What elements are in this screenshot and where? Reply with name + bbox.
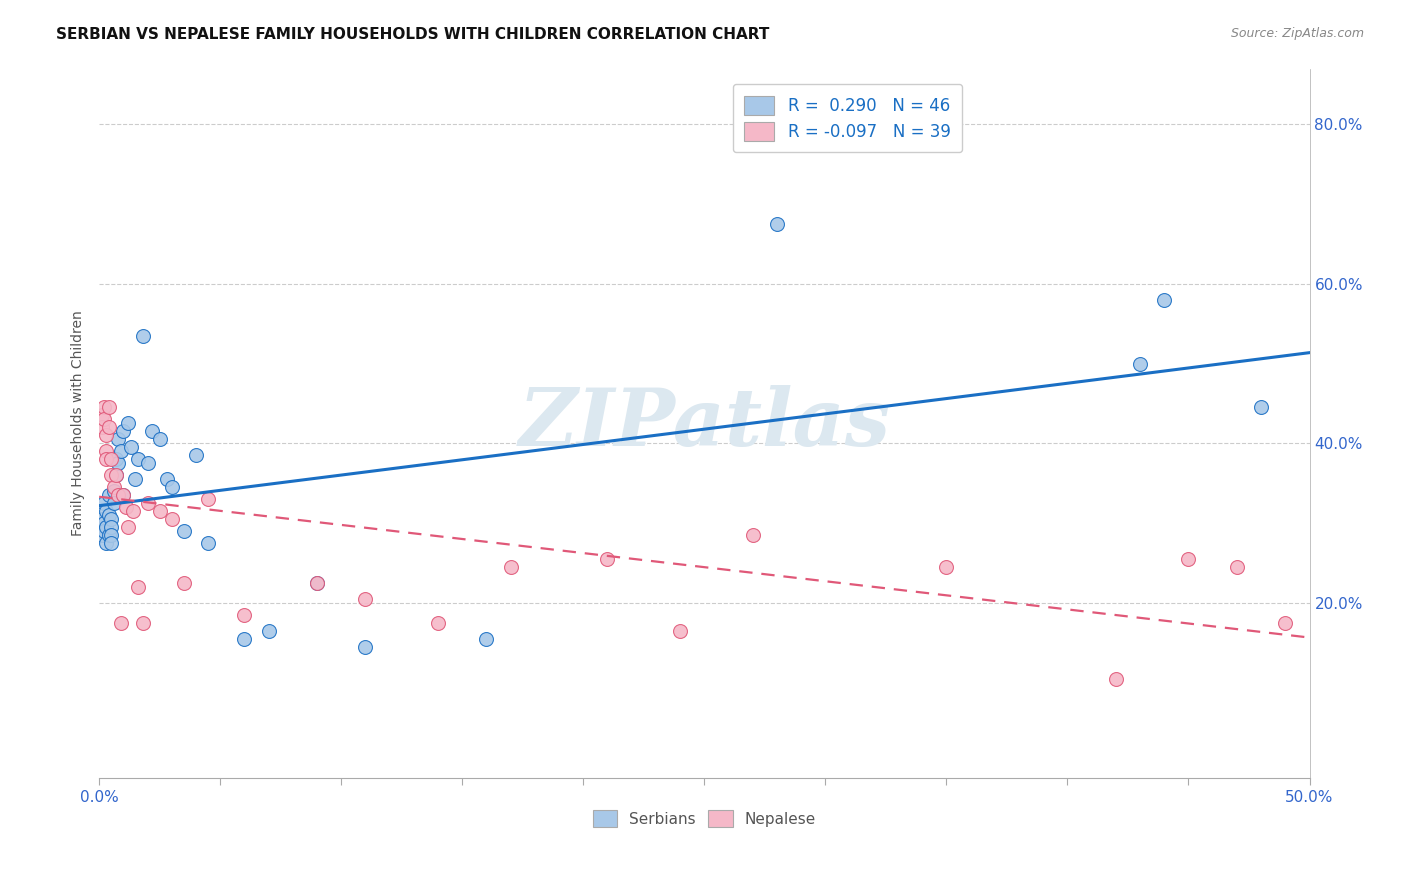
Point <box>184 448 207 462</box>
Point <box>935 560 957 574</box>
Point <box>110 444 132 458</box>
Text: Source: ZipAtlas.com: Source: ZipAtlas.com <box>1230 27 1364 40</box>
Point <box>354 640 377 654</box>
Point <box>1250 401 1272 415</box>
Point <box>93 524 115 538</box>
Point <box>475 632 498 646</box>
Point <box>96 536 118 550</box>
Point <box>136 456 159 470</box>
Point <box>112 488 135 502</box>
Point <box>127 580 149 594</box>
Point <box>233 607 256 622</box>
Point <box>93 496 115 510</box>
Point <box>156 472 179 486</box>
Point <box>97 401 120 415</box>
Point <box>160 480 183 494</box>
Text: SERBIAN VS NEPALESE FAMILY HOUSEHOLDS WITH CHILDREN CORRELATION CHART: SERBIAN VS NEPALESE FAMILY HOUSEHOLDS WI… <box>56 27 769 42</box>
Point <box>96 428 118 442</box>
Point <box>107 488 129 502</box>
Point <box>105 468 128 483</box>
Point <box>90 420 112 434</box>
Point <box>100 536 122 550</box>
Point <box>97 508 120 522</box>
Point <box>112 425 135 439</box>
Point <box>305 575 328 590</box>
Point <box>427 615 450 630</box>
Text: ZIPatlas: ZIPatlas <box>519 384 890 462</box>
Point <box>136 496 159 510</box>
Point <box>141 425 163 439</box>
Point <box>1226 560 1249 574</box>
Point <box>93 412 115 426</box>
Point <box>93 516 115 530</box>
Point <box>120 440 142 454</box>
Point <box>1105 672 1128 686</box>
Point <box>257 624 280 638</box>
Point <box>127 452 149 467</box>
Point <box>766 217 789 231</box>
Point <box>103 484 125 499</box>
Point <box>499 560 522 574</box>
Point <box>197 536 219 550</box>
Point <box>131 615 153 630</box>
Point <box>131 328 153 343</box>
Point <box>93 401 115 415</box>
Point <box>1274 615 1296 630</box>
Point <box>96 504 118 518</box>
Point <box>1129 357 1152 371</box>
Y-axis label: Family Households with Children: Family Households with Children <box>72 310 86 536</box>
Point <box>122 504 145 518</box>
Point <box>110 615 132 630</box>
Point <box>173 524 195 538</box>
Point <box>197 492 219 507</box>
Point <box>97 420 120 434</box>
Point <box>117 417 139 431</box>
Point <box>149 504 172 518</box>
Point <box>97 488 120 502</box>
Point <box>103 496 125 510</box>
Point <box>105 452 128 467</box>
Point <box>103 480 125 494</box>
Point <box>100 528 122 542</box>
Point <box>669 624 692 638</box>
Point <box>305 575 328 590</box>
Point <box>100 468 122 483</box>
Point <box>107 456 129 470</box>
Point <box>114 500 136 514</box>
Point <box>354 591 377 606</box>
Point <box>149 433 172 447</box>
Point <box>100 520 122 534</box>
Point <box>173 575 195 590</box>
Point <box>741 528 763 542</box>
Point <box>112 488 135 502</box>
Point <box>96 452 118 467</box>
Point <box>97 528 120 542</box>
Point <box>105 468 128 483</box>
Point <box>1153 293 1175 307</box>
Point <box>117 520 139 534</box>
Legend: Serbians, Nepalese: Serbians, Nepalese <box>585 803 824 834</box>
Point <box>90 528 112 542</box>
Point <box>124 472 146 486</box>
Point <box>100 512 122 526</box>
Point <box>90 512 112 526</box>
Point <box>100 452 122 467</box>
Point <box>107 433 129 447</box>
Point <box>160 512 183 526</box>
Point <box>90 409 112 423</box>
Point <box>96 520 118 534</box>
Point <box>96 444 118 458</box>
Point <box>233 632 256 646</box>
Point <box>596 552 619 566</box>
Point <box>1177 552 1199 566</box>
